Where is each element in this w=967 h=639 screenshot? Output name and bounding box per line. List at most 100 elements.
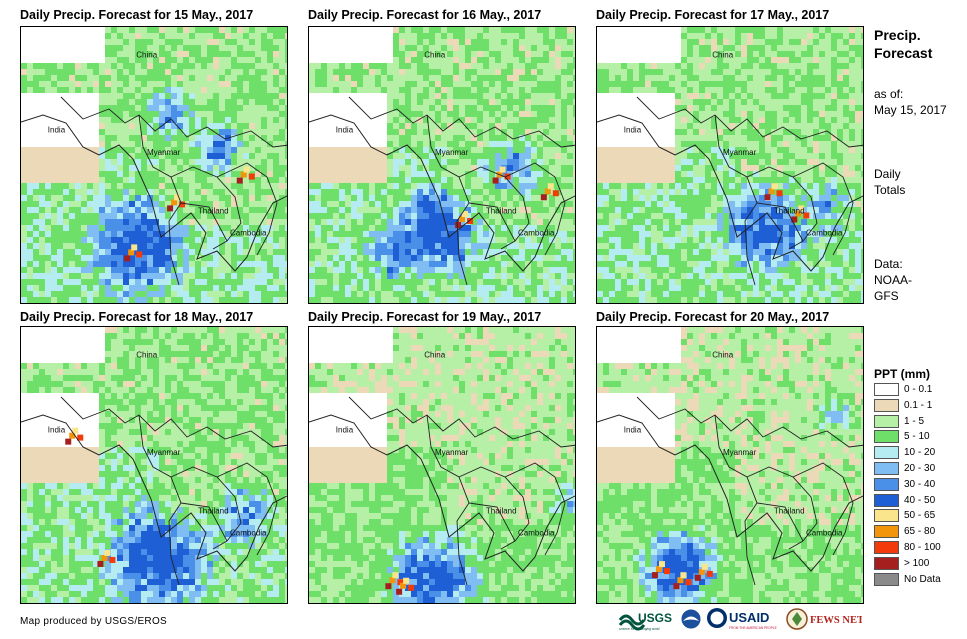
legend-swatch [874, 541, 899, 554]
map-label-china: China [424, 351, 445, 360]
legend-label: No Data [904, 573, 941, 585]
map-label-india: India [624, 426, 642, 435]
usgs-logo-text: USGS [638, 611, 672, 625]
precip-map-svg: China India Myanmar Thailand Cambodia [21, 27, 287, 303]
map-label-myanmar: Myanmar [435, 148, 469, 157]
map-label-myanmar: Myanmar [147, 148, 181, 157]
as-of-label: as of: [874, 87, 904, 101]
legend-item: 80 - 100 [874, 540, 941, 555]
panel-title-5: Daily Precip. Forecast for 19 May., 2017 [308, 310, 542, 324]
map-label-cambodia: Cambodia [518, 229, 555, 238]
side-heading-line1: Precip. [874, 27, 921, 43]
usgs-logo: USGS science for a changing world [618, 606, 676, 632]
map-label-china: China [136, 351, 157, 360]
credit-text: Map produced by USGS/EROS [20, 616, 168, 627]
map-label-myanmar: Myanmar [435, 448, 469, 457]
legend-item: 5 - 10 [874, 429, 930, 444]
map-label-thailand: Thailand [486, 506, 517, 515]
panel-title-6: Daily Precip. Forecast for 20 May., 2017 [596, 310, 830, 324]
legend-item: 50 - 65 [874, 508, 935, 523]
legend-item: No Data [874, 572, 941, 587]
legend-item: 0.1 - 1 [874, 398, 932, 413]
precip-map-svg: China India Myanmar Thailand Cambodia [597, 27, 863, 303]
legend-swatch [874, 414, 899, 428]
data-source-line1: Data: [874, 257, 903, 271]
legend-swatch [874, 493, 899, 507]
data-source-line3: GFS [874, 289, 899, 303]
map-label-myanmar: Myanmar [723, 148, 757, 157]
legend-swatch [874, 383, 899, 396]
map-label-thailand: Thailand [774, 506, 805, 515]
legend-label: 50 - 65 [904, 510, 936, 522]
panel-title-2: Daily Precip. Forecast for 16 May., 2017 [308, 8, 542, 22]
forecast-map-1: China India Myanmar Thailand Cambodia [20, 26, 288, 304]
legend-swatch [874, 398, 899, 412]
legend-swatch [874, 477, 899, 491]
map-label-india: India [336, 426, 354, 435]
totals-line2: Totals [874, 183, 906, 197]
legend-swatch [874, 509, 899, 523]
legend-item: 0 - 0.1 [874, 382, 932, 397]
precip-map-svg: China India Myanmar Thailand Cambodia [309, 27, 575, 303]
legend-label: 0 - 0.1 [904, 384, 933, 395]
legend-label: 1 - 5 [904, 415, 925, 427]
legend-label: 80 - 100 [904, 542, 941, 553]
precip-map-svg: China India Myanmar Thailand Cambodia [21, 327, 287, 603]
legend-label: 5 - 10 [904, 431, 930, 443]
fewsnet-logo: FEWS NET [786, 606, 862, 632]
map-label-cambodia: Cambodia [518, 529, 555, 538]
map-label-thailand: Thailand [198, 506, 229, 515]
legend-swatch [874, 462, 899, 475]
legend-item: 65 - 80 [874, 524, 935, 539]
usaid-logo: USAID FROM THE AMERICAN PEOPLE [706, 606, 784, 632]
map-label-china: China [712, 51, 733, 60]
legend-item: > 100 [874, 556, 929, 571]
map-label-india: India [48, 126, 66, 135]
as-of-date: May 15, 2017 [874, 103, 947, 117]
side-heading-line2: Forecast [874, 45, 933, 61]
legend-item: 40 - 50 [874, 493, 935, 508]
legend-label: 10 - 20 [904, 447, 936, 459]
map-label-cambodia: Cambodia [806, 529, 843, 538]
legend-label: 65 - 80 [904, 526, 936, 538]
legend-swatch [874, 572, 899, 586]
map-label-myanmar: Myanmar [147, 448, 181, 457]
precip-map-svg: China India Myanmar Thailand Cambodia [597, 327, 863, 603]
legend-item: 10 - 20 [874, 445, 935, 460]
precip-map-svg: China India Myanmar Thailand Cambodia [309, 327, 575, 603]
map-label-cambodia: Cambodia [806, 229, 843, 238]
data-source-line2: NOAA- [874, 273, 913, 287]
legend-swatch [874, 430, 899, 444]
usaid-logo-text: USAID [729, 610, 769, 625]
legend-label: > 100 [904, 557, 930, 569]
legend-label: 0.1 - 1 [904, 399, 933, 411]
forecast-map-5: China India Myanmar Thailand Cambodia [308, 326, 576, 604]
forecast-map-6: China India Myanmar Thailand Cambodia [596, 326, 864, 604]
noaa-logo [680, 606, 702, 632]
legend-title: PPT (mm) [874, 367, 931, 381]
panel-title-1: Daily Precip. Forecast for 15 May., 2017 [20, 8, 254, 22]
usaid-tagline: FROM THE AMERICAN PEOPLE [729, 626, 777, 630]
panel-title-4: Daily Precip. Forecast for 18 May., 2017 [20, 310, 254, 324]
legend-label: 40 - 50 [904, 494, 936, 506]
map-label-china: China [424, 51, 445, 60]
legend-swatch [874, 446, 899, 460]
panel-title-3: Daily Precip. Forecast for 17 May., 2017 [596, 8, 830, 22]
forecast-map-2: China India Myanmar Thailand Cambodia [308, 26, 576, 304]
legend-item: 30 - 40 [874, 477, 935, 492]
map-label-india: India [336, 126, 354, 135]
legend-label: 30 - 40 [904, 478, 936, 490]
forecast-map-4: China India Myanmar Thailand Cambodia [20, 326, 288, 604]
map-label-thailand: Thailand [486, 206, 517, 215]
map-label-china: China [712, 351, 733, 360]
legend-swatch [874, 525, 899, 539]
map-label-china: China [136, 51, 157, 60]
forecast-map-3: China India Myanmar Thailand Cambodia [596, 26, 864, 304]
legend-swatch [874, 556, 899, 570]
fewsnet-logo-text: FEWS NET [810, 615, 862, 626]
map-label-thailand: Thailand [198, 206, 229, 215]
map-label-india: India [624, 126, 642, 135]
usgs-tagline: science for a changing world [619, 627, 660, 631]
map-label-cambodia: Cambodia [230, 529, 267, 538]
map-label-cambodia: Cambodia [230, 229, 267, 238]
